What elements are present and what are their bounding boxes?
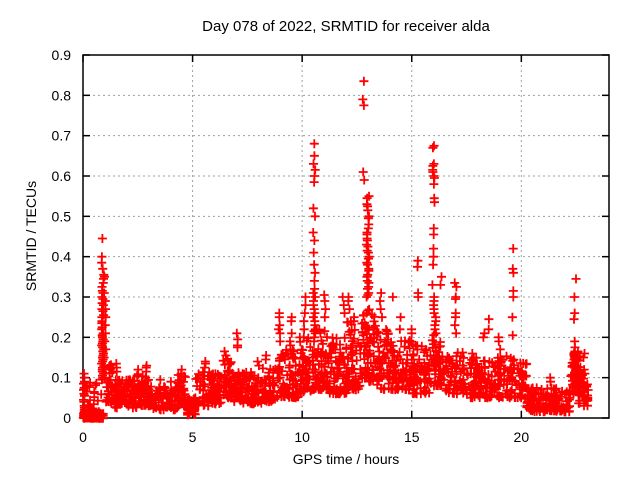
y-tick-label: 0.5 <box>52 208 72 224</box>
x-axis-label: GPS time / hours <box>293 451 400 467</box>
x-tick-label: 0 <box>79 429 87 445</box>
plot-border <box>82 54 610 419</box>
y-tick-label: 0.4 <box>52 249 72 265</box>
x-tick-label: 15 <box>404 429 420 445</box>
y-tick-label: 0.8 <box>52 87 72 103</box>
tick-labels: 0 5 10 15 20 0 0.1 0.2 0.3 0.4 0.5 0.6 0.7 0.8 0.9 <box>52 47 530 445</box>
y-tick-label: 0.6 <box>52 168 72 184</box>
y-tick-label: 0.1 <box>52 370 72 386</box>
grid-lines <box>83 55 609 418</box>
y-tick-label: 0 <box>63 410 71 426</box>
y-tick-label: 0.3 <box>52 289 72 305</box>
y-tick-label: 0.9 <box>52 47 72 63</box>
x-tick-label: 20 <box>514 429 530 445</box>
x-tick-label: 10 <box>294 429 310 445</box>
x-tick-label: 5 <box>189 429 197 445</box>
y-axis-label: SRMTID / TECUs <box>23 181 39 291</box>
scatter-points <box>78 76 593 423</box>
y-tick-label: 0.7 <box>52 128 72 144</box>
chart-title: Day 078 of 2022, SRMTID for receiver ald… <box>202 18 490 35</box>
y-tick-label: 0.2 <box>52 329 72 345</box>
